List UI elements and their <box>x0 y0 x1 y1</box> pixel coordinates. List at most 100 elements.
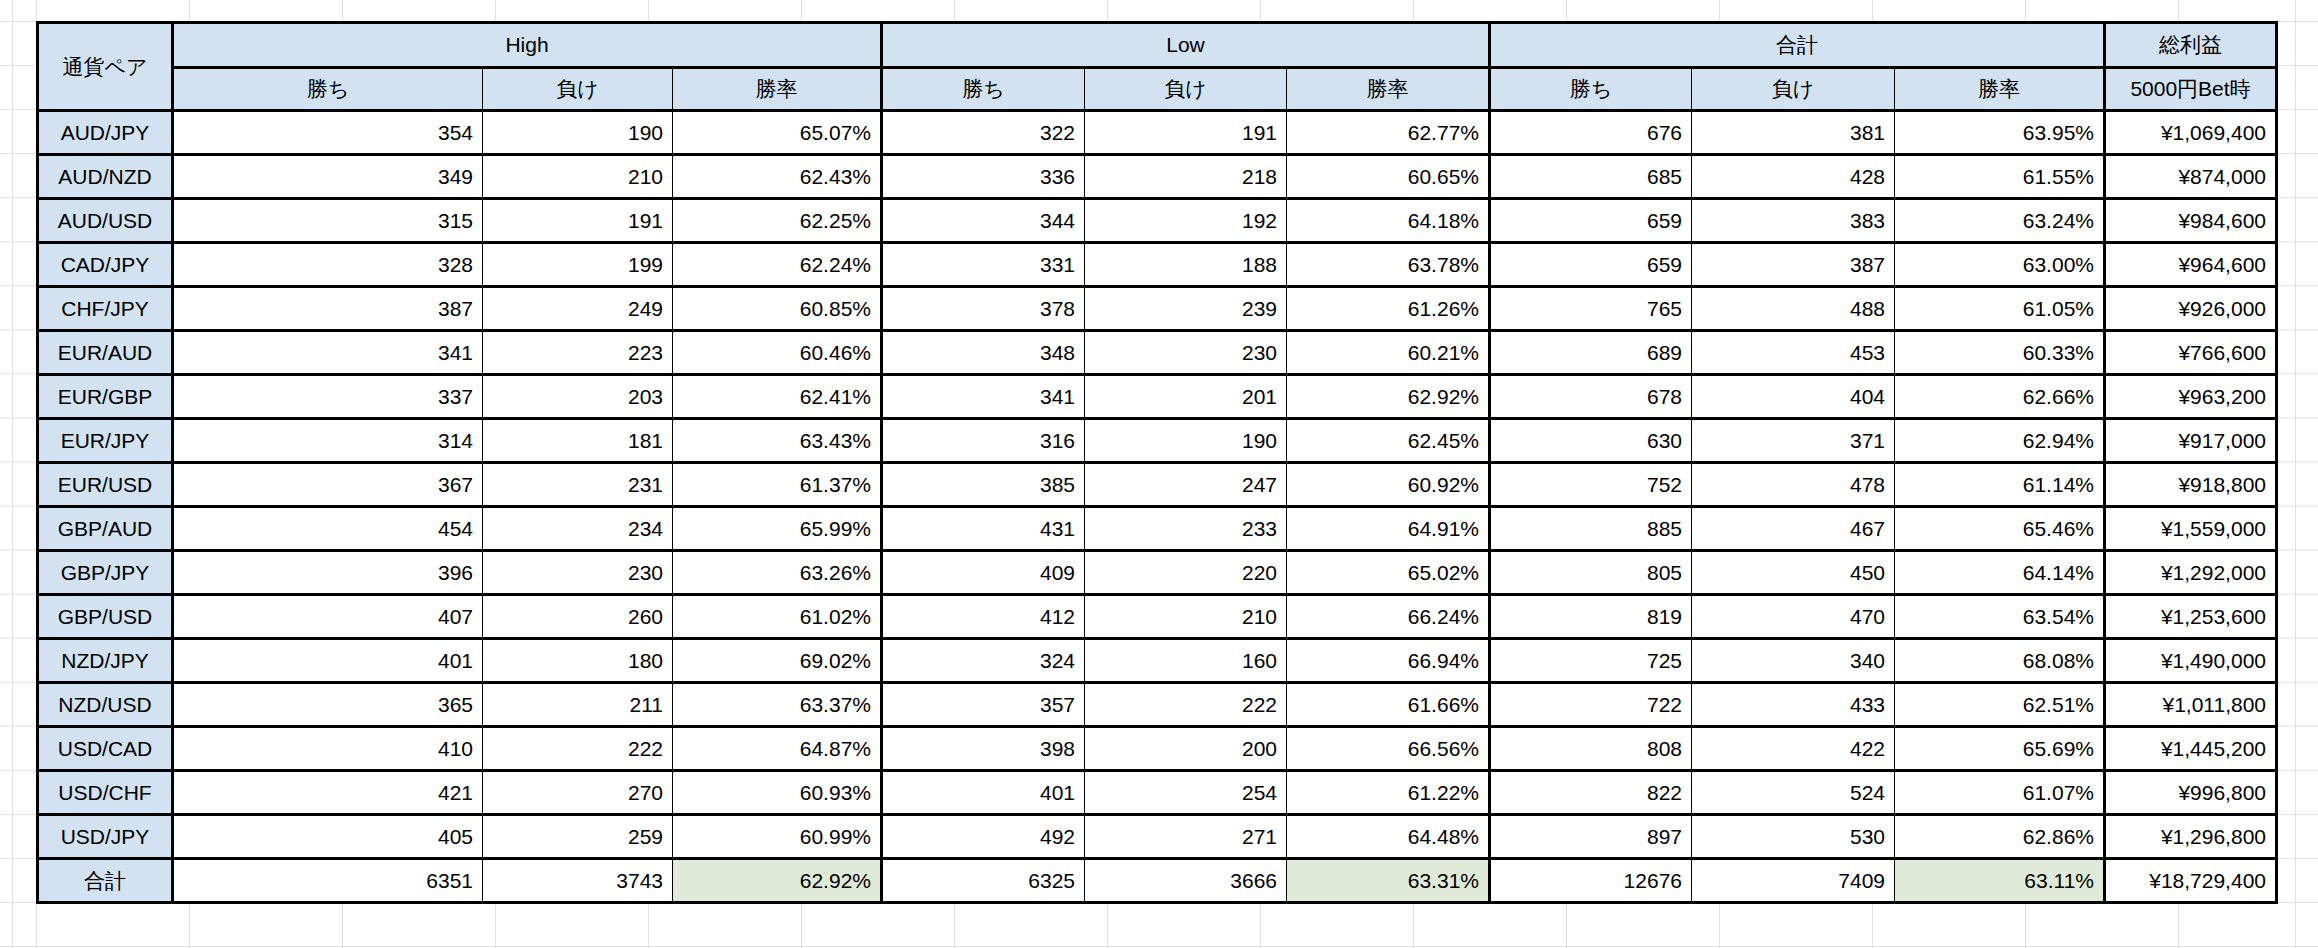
value-cell[interactable]: 530 <box>1692 815 1895 859</box>
value-cell[interactable]: 259 <box>483 815 673 859</box>
value-cell[interactable]: 60.33% <box>1895 331 2105 375</box>
sub-header-lose[interactable]: 負け <box>1085 68 1287 111</box>
value-cell[interactable]: 524 <box>1692 771 1895 815</box>
value-cell[interactable]: 61.14% <box>1895 463 2105 507</box>
value-cell[interactable]: 336 <box>882 155 1085 199</box>
value-cell[interactable]: 210 <box>483 155 673 199</box>
value-cell[interactable]: 63.31% <box>1287 859 1490 903</box>
sub-header-rate[interactable]: 勝率 <box>673 68 882 111</box>
value-cell[interactable]: 387 <box>173 287 483 331</box>
value-cell[interactable]: 65.69% <box>1895 727 2105 771</box>
value-cell[interactable]: 65.46% <box>1895 507 2105 551</box>
value-cell[interactable]: 659 <box>1490 199 1692 243</box>
value-cell[interactable]: 412 <box>882 595 1085 639</box>
value-cell[interactable]: 450 <box>1692 551 1895 595</box>
value-cell[interactable]: 190 <box>483 111 673 155</box>
value-cell[interactable]: 685 <box>1490 155 1692 199</box>
value-cell[interactable]: 354 <box>173 111 483 155</box>
sub-header-rate[interactable]: 勝率 <box>1287 68 1490 111</box>
sub-header-rate[interactable]: 勝率 <box>1895 68 2105 111</box>
value-cell[interactable]: 725 <box>1490 639 1692 683</box>
row-label-cell[interactable]: CAD/JPY <box>38 243 173 287</box>
value-cell[interactable]: 324 <box>882 639 1085 683</box>
value-cell[interactable]: 64.48% <box>1287 815 1490 859</box>
value-cell[interactable]: 367 <box>173 463 483 507</box>
value-cell[interactable]: 752 <box>1490 463 1692 507</box>
value-cell[interactable]: 63.00% <box>1895 243 2105 287</box>
value-cell[interactable]: 220 <box>1085 551 1287 595</box>
row-label-cell[interactable]: EUR/GBP <box>38 375 173 419</box>
value-cell[interactable]: 381 <box>1692 111 1895 155</box>
value-cell[interactable]: 62.86% <box>1895 815 2105 859</box>
value-cell[interactable]: 453 <box>1692 331 1895 375</box>
value-cell[interactable]: 6325 <box>882 859 1085 903</box>
value-cell[interactable]: 63.95% <box>1895 111 2105 155</box>
row-label-cell[interactable]: NZD/JPY <box>38 639 173 683</box>
value-cell[interactable]: ¥1,292,000 <box>2105 551 2277 595</box>
value-cell[interactable]: 66.24% <box>1287 595 1490 639</box>
value-cell[interactable]: 60.46% <box>673 331 882 375</box>
value-cell[interactable]: 488 <box>1692 287 1895 331</box>
value-cell[interactable]: 433 <box>1692 683 1895 727</box>
value-cell[interactable]: 322 <box>882 111 1085 155</box>
value-cell[interactable]: 63.24% <box>1895 199 2105 243</box>
value-cell[interactable]: 331 <box>882 243 1085 287</box>
value-cell[interactable]: 249 <box>483 287 673 331</box>
value-cell[interactable]: 340 <box>1692 639 1895 683</box>
value-cell[interactable]: 230 <box>483 551 673 595</box>
value-cell[interactable]: 62.66% <box>1895 375 2105 419</box>
value-cell[interactable]: 401 <box>173 639 483 683</box>
value-cell[interactable]: 316 <box>882 419 1085 463</box>
value-cell[interactable]: 62.92% <box>673 859 882 903</box>
value-cell[interactable]: 60.65% <box>1287 155 1490 199</box>
value-cell[interactable]: 61.07% <box>1895 771 2105 815</box>
sub-header-win[interactable]: 勝ち <box>173 68 483 111</box>
row-label-cell[interactable]: GBP/USD <box>38 595 173 639</box>
value-cell[interactable]: 421 <box>173 771 483 815</box>
value-cell[interactable]: 337 <box>173 375 483 419</box>
value-cell[interactable]: 6351 <box>173 859 483 903</box>
row-label-cell[interactable]: GBP/AUD <box>38 507 173 551</box>
row-label-cell[interactable]: AUD/NZD <box>38 155 173 199</box>
value-cell[interactable]: 722 <box>1490 683 1692 727</box>
value-cell[interactable]: ¥1,011,800 <box>2105 683 2277 727</box>
value-cell[interactable]: 64.87% <box>673 727 882 771</box>
value-cell[interactable]: 405 <box>173 815 483 859</box>
value-cell[interactable]: 64.91% <box>1287 507 1490 551</box>
group-header-total[interactable]: 合計 <box>1490 23 2105 68</box>
value-cell[interactable]: 805 <box>1490 551 1692 595</box>
value-cell[interactable]: 62.41% <box>673 375 882 419</box>
value-cell[interactable]: 210 <box>1085 595 1287 639</box>
value-cell[interactable]: 231 <box>483 463 673 507</box>
value-cell[interactable]: 348 <box>882 331 1085 375</box>
row-label-cell[interactable]: EUR/AUD <box>38 331 173 375</box>
value-cell[interactable]: ¥1,559,000 <box>2105 507 2277 551</box>
value-cell[interactable]: 65.99% <box>673 507 882 551</box>
sub-header-win[interactable]: 勝ち <box>1490 68 1692 111</box>
row-label-cell[interactable]: AUD/USD <box>38 199 173 243</box>
value-cell[interactable]: 63.26% <box>673 551 882 595</box>
value-cell[interactable]: 260 <box>483 595 673 639</box>
value-cell[interactable]: 239 <box>1085 287 1287 331</box>
value-cell[interactable]: 357 <box>882 683 1085 727</box>
value-cell[interactable]: 401 <box>882 771 1085 815</box>
value-cell[interactable]: 383 <box>1692 199 1895 243</box>
value-cell[interactable]: 60.21% <box>1287 331 1490 375</box>
value-cell[interactable]: 470 <box>1692 595 1895 639</box>
value-cell[interactable]: 765 <box>1490 287 1692 331</box>
value-cell[interactable]: 478 <box>1692 463 1895 507</box>
value-cell[interactable]: 61.66% <box>1287 683 1490 727</box>
value-cell[interactable]: ¥18,729,400 <box>2105 859 2277 903</box>
row-label-cell[interactable]: USD/CAD <box>38 727 173 771</box>
value-cell[interactable]: 63.11% <box>1895 859 2105 903</box>
value-cell[interactable]: 61.37% <box>673 463 882 507</box>
value-cell[interactable]: 66.56% <box>1287 727 1490 771</box>
value-cell[interactable]: 62.24% <box>673 243 882 287</box>
value-cell[interactable]: 200 <box>1085 727 1287 771</box>
value-cell[interactable]: 68.08% <box>1895 639 2105 683</box>
value-cell[interactable]: 180 <box>483 639 673 683</box>
value-cell[interactable]: ¥917,000 <box>2105 419 2277 463</box>
value-cell[interactable]: 404 <box>1692 375 1895 419</box>
row-label-cell[interactable]: EUR/JPY <box>38 419 173 463</box>
value-cell[interactable]: 69.02% <box>673 639 882 683</box>
